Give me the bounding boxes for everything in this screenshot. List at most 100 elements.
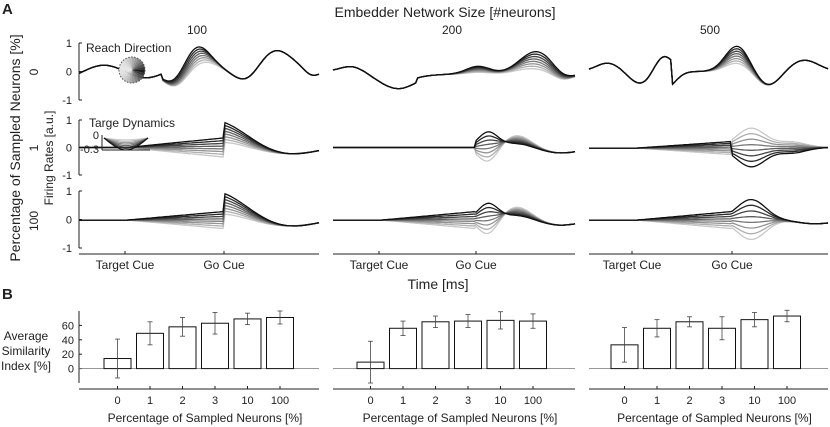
x-tick-label: 100 [524, 395, 542, 407]
go-cue-label: Go Cue [455, 258, 497, 272]
x-tick-label: 10 [748, 395, 760, 407]
reach-direction-label: Reach Direction [86, 41, 171, 55]
target-cue-label: Target Cue [96, 258, 155, 272]
wheel-sector [132, 70, 144, 80]
series-line-7 [78, 46, 320, 82]
similarity-label-3: Index [%] [1, 359, 51, 373]
wheel-sector [125, 57, 132, 70]
target-dynamics-label: Targe Dynamics [89, 116, 175, 130]
wheel-sector [118, 70, 132, 74]
series-line-7 [588, 45, 829, 86]
y-tick-label: 40 [62, 335, 74, 347]
bar-100 [266, 316, 294, 370]
series-line-6 [333, 135, 576, 154]
wheel-outline [118, 56, 146, 84]
wheel-sector [120, 70, 132, 80]
series-line-2 [333, 137, 576, 154]
series-line-7 [589, 198, 829, 225]
wheel-sector [119, 70, 132, 77]
target-cue-label: Target Cue [603, 258, 662, 272]
x-tick-label: 2 [686, 395, 692, 407]
panel-b-letter: B [2, 286, 13, 303]
inset-trace-6 [103, 137, 149, 149]
y-tick-label: -1 [62, 243, 72, 255]
y-tick-label: 1 [66, 115, 72, 127]
x-tick-label: 100 [271, 395, 289, 407]
bar-3 [454, 320, 482, 370]
series-line-5 [332, 55, 576, 90]
y-tick-label: 60 [62, 320, 74, 332]
row-axis-label: Percentage of Sampled Neurons [%] [7, 34, 23, 261]
wheel-sector [132, 58, 142, 70]
target-dynamics-tick-neg: -0.3 [80, 144, 99, 156]
go-cue-label: Go Cue [203, 258, 245, 272]
bar-2 [675, 321, 704, 370]
bar-panel-100: 60 40 20 0 0 1 2 3 10 100 Percentage of Sampled Ne… [62, 310, 319, 425]
series-line-7 [333, 202, 576, 226]
y-tick-label: 20 [62, 349, 74, 361]
line-panels: 1 0 -1 1 0 -1 1 0 -1 [62, 38, 829, 255]
row-label-1: 1 [27, 144, 41, 151]
line-panel-r0-c1 [332, 51, 576, 90]
y-tick-label: 0 [66, 215, 72, 227]
wheel-sector [132, 57, 136, 70]
wheel-sector [118, 66, 132, 70]
series-line-6 [588, 48, 829, 86]
inset-trace-2 [103, 137, 149, 144]
y-tick-label: -1 [62, 170, 72, 182]
wheel-sector [132, 57, 139, 70]
column-title-500: 500 [700, 23, 720, 37]
wheel-sector [128, 57, 132, 70]
inset-trace-1 [103, 137, 149, 142]
series-line-4 [588, 52, 829, 86]
time-label: Time [ms] [408, 276, 469, 292]
row-label-100: 100 [27, 211, 41, 231]
bar-panels: 60 40 20 0 0 1 2 3 10 100 Percentage of Sampled Ne… [62, 309, 828, 425]
wheel-sector [122, 58, 132, 70]
series-line-7 [332, 51, 576, 90]
line-panel-r1-c1 [333, 131, 576, 162]
x-tick-label: 3 [465, 395, 471, 407]
inset-trace-5 [103, 137, 149, 148]
line-panel-r2-c1 [333, 202, 576, 255]
bar-xlabel: Percentage of Sampled Neurons [%] [617, 411, 812, 425]
wheel-sector [120, 60, 132, 70]
x-tick-label: 10 [241, 395, 253, 407]
bar-10 [740, 319, 769, 370]
line-panel-r1-c2 [589, 127, 829, 168]
bar-10 [233, 318, 262, 370]
bar-100 [519, 320, 547, 370]
bar-panel-500: 0 1 2 3 10 100 Percentage of Sampled Neurons [… [589, 309, 828, 425]
y-tick-label: 0 [68, 364, 74, 376]
column-title-100: 100 [187, 23, 207, 37]
column-titles: 100 200 500 [187, 23, 720, 37]
wheel-sector [119, 63, 132, 70]
wheel-sector [132, 60, 144, 70]
cue-labels: Target Cue Go Cue Target Cue Go Cue Target C… [96, 258, 753, 272]
x-tick-label: 10 [494, 395, 506, 407]
inset-trace-4 [103, 137, 149, 147]
x-tick-label: 1 [400, 395, 406, 407]
series-line-7 [333, 131, 576, 154]
bar-2 [421, 321, 450, 370]
series-line-7 [79, 192, 320, 227]
line-panel-r0-c0: 1 0 -1 [62, 38, 320, 107]
target-dynamics-tick-0: 0 [93, 130, 99, 142]
series-line-7 [589, 140, 829, 168]
inset-trace-3 [103, 137, 149, 145]
similarity-label-2: Similarity [2, 344, 51, 358]
firing-rate-label: Firing Rates [a.u.] [42, 111, 56, 206]
x-tick-label: 3 [719, 395, 725, 407]
y-tick-label: -1 [62, 95, 72, 107]
wheel-sector [132, 66, 145, 70]
similarity-label-1: Average [4, 329, 49, 343]
row-label-0: 0 [27, 68, 41, 75]
x-tick-label: 0 [367, 395, 373, 407]
target-dynamics-traces [101, 135, 150, 151]
inset-trace-7 [103, 137, 149, 151]
bar-100 [773, 315, 801, 370]
series-line-5 [588, 50, 829, 86]
panel-a-letter: A [2, 1, 13, 18]
x-tick-label: 2 [432, 395, 438, 407]
